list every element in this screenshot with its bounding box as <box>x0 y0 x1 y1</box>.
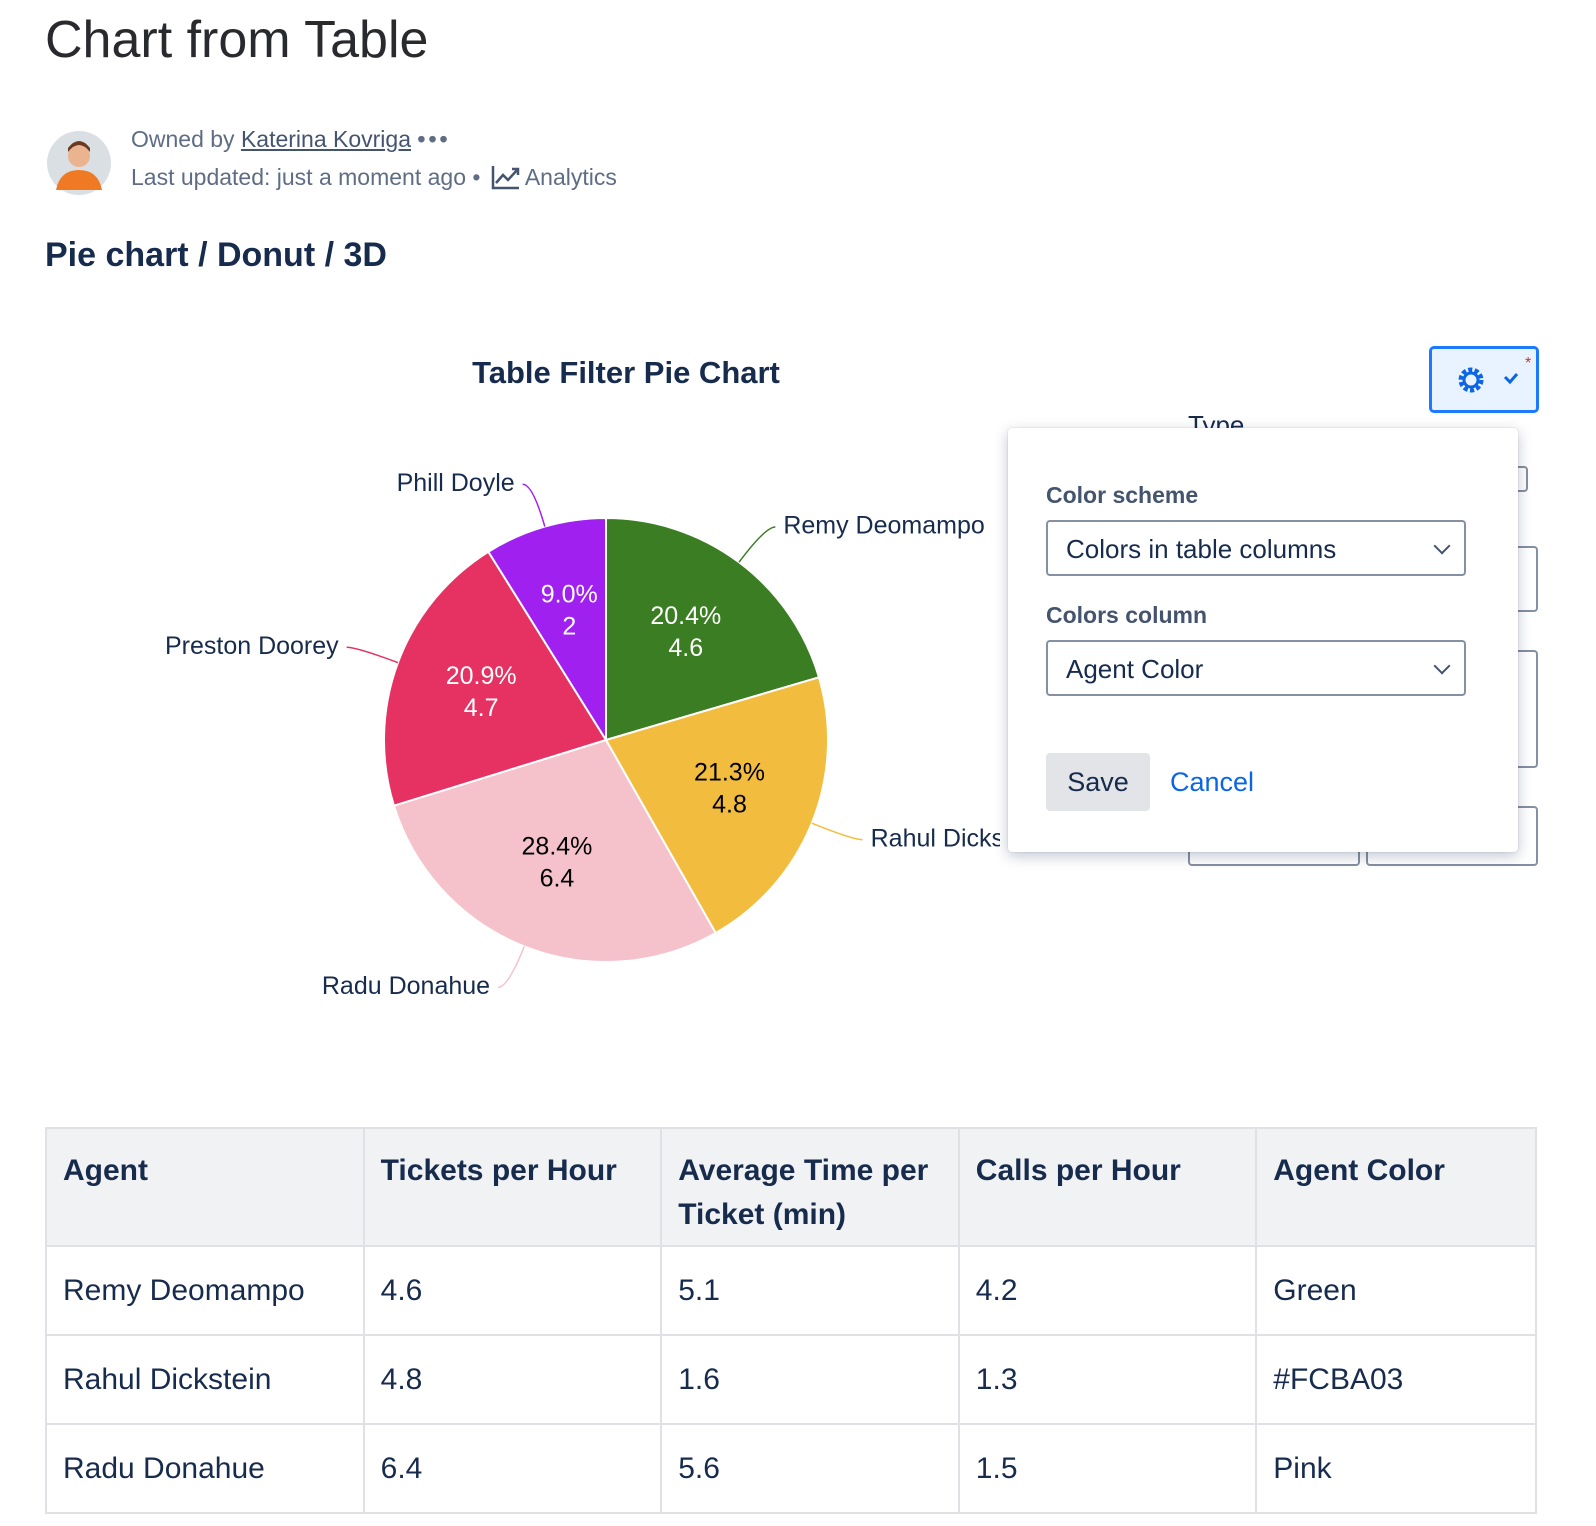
slice-value: 4.6 <box>668 634 703 662</box>
data-table: Agent Tickets per Hour Average Time per Ti… <box>45 1127 1537 1514</box>
slice-category: Preston Doorey <box>165 632 339 660</box>
color-scheme-select[interactable]: Colors in table columns <box>1046 520 1466 576</box>
more-button[interactable]: ••• <box>417 126 451 152</box>
page-title: Chart from Table <box>45 11 429 69</box>
table-cell: 6.4 <box>362 1423 663 1514</box>
gear-icon: * <box>1458 355 1531 393</box>
header-row: Agent Tickets per Hour Average Time per Ti… <box>45 1127 1537 1247</box>
column-header: Agent Color <box>1255 1127 1537 1247</box>
update-line: Last updated: just a moment ago • Analyt… <box>131 164 617 190</box>
table-row: Radu Donahue 6.4 5.6 1.5 Pink <box>45 1423 1537 1514</box>
slice-category: Rahul Dickstein <box>871 824 1000 852</box>
chart-title: Table Filter Pie Chart <box>472 355 780 390</box>
cancel-button[interactable]: Cancel <box>1170 767 1255 797</box>
column-header: Calls per Hour <box>957 1127 1258 1247</box>
analytics-link[interactable]: Analytics <box>524 164 617 190</box>
owner-link[interactable]: Katerina Kovriga <box>240 126 411 152</box>
slice-value: 4.8 <box>712 791 747 819</box>
section-heading: Pie chart / Donut / 3D <box>45 236 387 274</box>
slice-value: 2 <box>562 613 576 641</box>
table-cell: 1.6 <box>660 1334 960 1425</box>
analytics-icon <box>491 166 520 190</box>
table-cell: 5.1 <box>660 1245 960 1336</box>
settings-button[interactable]: * <box>1429 346 1539 413</box>
column-header: Agent <box>45 1127 365 1247</box>
field-label: Colors column <box>1046 602 1208 628</box>
slice-percent: 20.4% <box>650 602 721 630</box>
owner-line: Owned by Katerina Kovriga ••• <box>131 126 451 153</box>
leader-line <box>738 526 776 563</box>
leader-line <box>811 822 863 841</box>
slice-value: 6.4 <box>540 864 575 892</box>
table-cell: #FCBA03 <box>1255 1334 1537 1425</box>
slice-category: Phill Doyle <box>397 469 515 497</box>
column-header: Tickets per Hour <box>362 1127 663 1247</box>
leader-line <box>497 946 525 989</box>
column-header: Average Time per Ticket (min) <box>660 1127 960 1247</box>
colors-column-select[interactable]: Agent Color <box>1046 640 1466 696</box>
pie-chart: Table Filter Pie Chart 20.4% 4.6 Remy Deom… <box>165 355 1000 1000</box>
leader-line <box>522 483 546 527</box>
slice-value: 4.7 <box>464 694 499 722</box>
slice-category: Remy Deomampo <box>783 512 984 540</box>
slice-percent: 28.4% <box>522 832 593 860</box>
table-cell: Rahul Dickstein <box>45 1334 365 1425</box>
save-button[interactable]: Save <box>1046 753 1150 811</box>
table-cell: 4.8 <box>362 1334 663 1425</box>
table-cell: 4.2 <box>957 1245 1258 1336</box>
table-row: Remy Deomampo 4.6 5.1 4.2 Green <box>45 1245 1537 1336</box>
settings-popover: Color scheme Colors in table columns Col… <box>1008 428 1518 852</box>
table-cell: Remy Deomampo <box>45 1245 365 1336</box>
table-cell: 1.5 <box>957 1423 1258 1514</box>
slice-percent: 20.9% <box>446 662 517 690</box>
svg-text:*: * <box>1525 355 1531 372</box>
last-updated: Last updated: just a moment ago <box>131 164 466 190</box>
table-cell: 4.6 <box>362 1245 663 1336</box>
table-cell: Green <box>1255 1245 1537 1336</box>
table-cell: Pink <box>1255 1423 1537 1514</box>
table-cell: 1.3 <box>957 1334 1258 1425</box>
slice-percent: 21.3% <box>694 759 765 787</box>
table-cell: Radu Donahue <box>45 1423 365 1514</box>
field-label: Color scheme <box>1046 482 1199 508</box>
slice-percent: 9.0% <box>541 581 598 609</box>
slice-category: Radu Donahue <box>322 972 490 1000</box>
avatar <box>47 131 111 195</box>
leader-line <box>346 646 399 664</box>
table-row: Rahul Dickstein 4.8 1.6 1.3 #FCBA03 <box>45 1334 1537 1425</box>
owner-prefix: Owned by <box>131 126 235 152</box>
pie-slice <box>605 516 821 742</box>
table-cell: 5.6 <box>660 1423 960 1514</box>
